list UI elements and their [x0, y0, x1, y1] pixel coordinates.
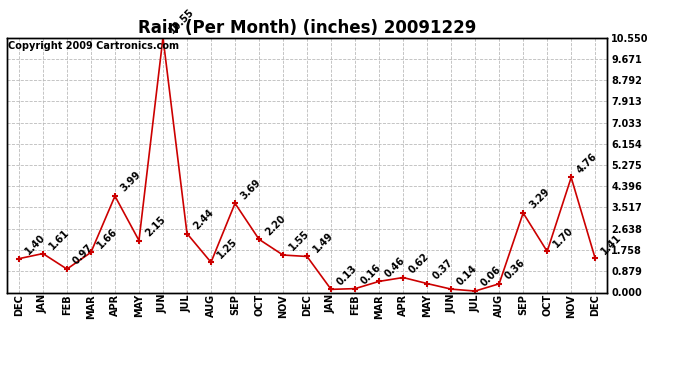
Text: 2.20: 2.20	[263, 213, 287, 237]
Text: 1.66: 1.66	[95, 226, 119, 250]
Text: 2.15: 2.15	[143, 214, 167, 238]
Text: 3.99: 3.99	[119, 170, 143, 194]
Title: Rain (Per Month) (inches) 20091229: Rain (Per Month) (inches) 20091229	[138, 20, 476, 38]
Text: 0.37: 0.37	[431, 257, 455, 281]
Text: 1.61: 1.61	[47, 227, 71, 251]
Text: 10.55: 10.55	[167, 6, 196, 35]
Text: 0.36: 0.36	[503, 258, 527, 282]
Text: 0.13: 0.13	[335, 263, 359, 287]
Text: 1.49: 1.49	[311, 230, 335, 254]
Text: 1.41: 1.41	[600, 232, 623, 256]
Text: Copyright 2009 Cartronics.com: Copyright 2009 Cartronics.com	[8, 41, 179, 51]
Text: 3.29: 3.29	[527, 187, 551, 211]
Text: 1.25: 1.25	[215, 236, 239, 260]
Text: 3.69: 3.69	[239, 177, 263, 201]
Text: 0.62: 0.62	[407, 251, 431, 275]
Text: 0.06: 0.06	[480, 265, 503, 289]
Text: 0.46: 0.46	[383, 255, 407, 279]
Text: 1.55: 1.55	[287, 229, 311, 253]
Text: 0.14: 0.14	[455, 263, 480, 287]
Text: 0.97: 0.97	[71, 243, 95, 267]
Text: 0.16: 0.16	[359, 262, 383, 286]
Text: 2.44: 2.44	[191, 207, 215, 231]
Text: 1.70: 1.70	[551, 225, 575, 249]
Text: 1.40: 1.40	[23, 232, 47, 256]
Text: 4.76: 4.76	[575, 151, 600, 175]
